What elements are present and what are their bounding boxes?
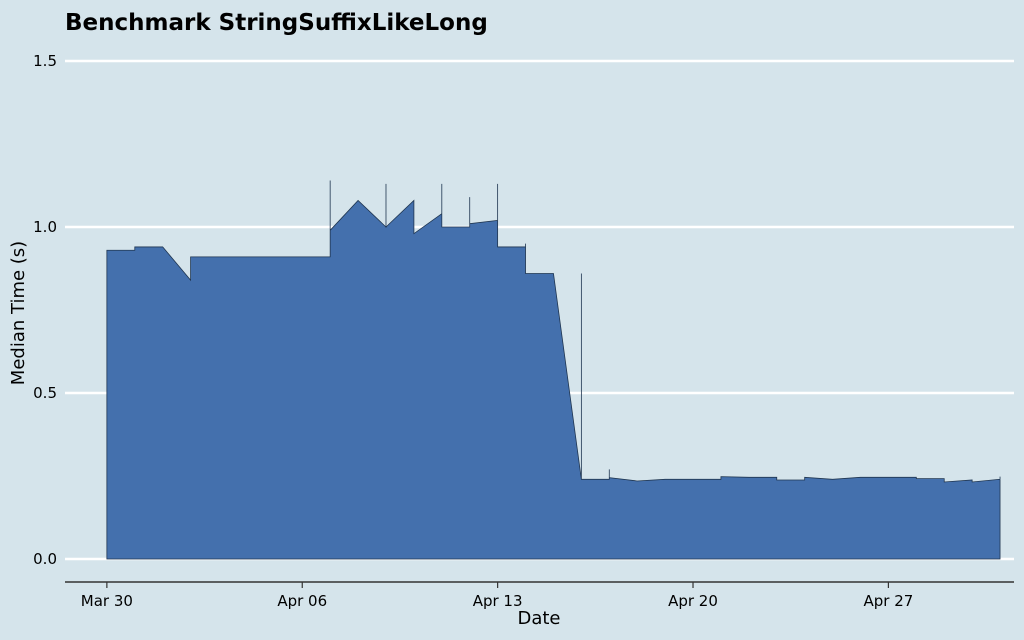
chart-title: Benchmark StringSuffixLikeLong [65,10,488,36]
y-tick-label: 0.5 [33,384,57,402]
x-ticks: Mar 30 Apr 06 Apr 13 Apr 20 Apr 27 [81,582,913,610]
x-tick-label: Mar 30 [81,592,133,610]
x-tick-label: Apr 13 [473,592,523,610]
y-tick-label: 0.0 [33,550,57,568]
x-tick-label: Apr 20 [668,592,718,610]
y-tick-label: 1.5 [33,52,57,70]
y-tick-label: 1.0 [33,218,57,236]
y-tick-labels: 0.0 0.5 1.0 1.5 [33,52,57,568]
x-tick-label: Apr 27 [863,592,913,610]
series-area [106,180,1001,560]
x-tick-label: Apr 06 [277,592,327,610]
x-axis-label: Date [517,608,560,629]
y-axis-label: Median Time (s) [8,241,29,385]
